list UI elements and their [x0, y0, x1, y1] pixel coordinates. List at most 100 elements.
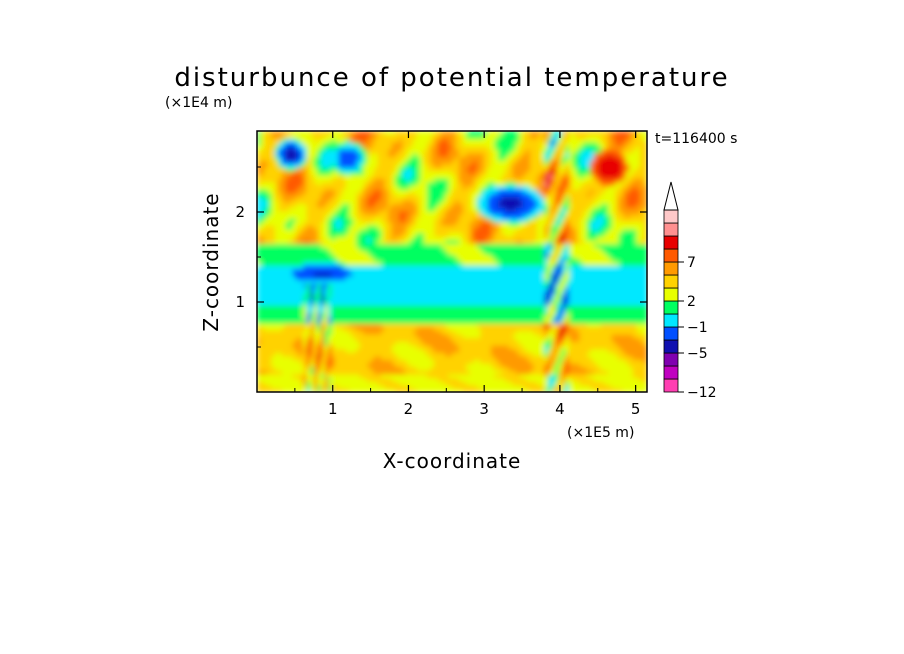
heatmap-cell: [565, 301, 570, 306]
heatmap-cell: [317, 261, 322, 266]
heatmap-cell: [437, 261, 442, 266]
heatmap-cell: [444, 283, 450, 288]
heatmap-cell: [579, 308, 584, 313]
heatmap-cell: [554, 366, 559, 371]
heatmap-cell: [459, 236, 464, 241]
heatmap-cell: [306, 236, 311, 241]
heatmap-cell: [544, 257, 549, 263]
heatmap-cell: [420, 337, 425, 342]
heatmap-cell: [338, 344, 343, 350]
heatmap-cell: [423, 359, 428, 364]
heatmap-cell: [519, 250, 524, 255]
heatmap-cell: [423, 283, 428, 288]
heatmap-cell: [480, 279, 485, 284]
heatmap-cell: [586, 250, 591, 255]
heatmap-cell: [413, 330, 418, 335]
heatmap-cell: [331, 257, 336, 263]
heatmap-cell: [491, 363, 496, 368]
heatmap-cell: [608, 283, 613, 288]
heatmap-cell: [409, 290, 414, 295]
heatmap-cell: [459, 377, 464, 382]
heatmap-cell: [473, 265, 478, 270]
heatmap-cell: [526, 261, 531, 266]
heatmap-cell: [377, 276, 382, 281]
heatmap-cell: [530, 239, 535, 244]
heatmap-cell: [501, 334, 506, 339]
heatmap-cell: [494, 243, 499, 248]
heatmap-cell: [565, 312, 570, 317]
heatmap-cell: [597, 348, 602, 353]
heatmap-cell: [363, 344, 368, 350]
heatmap-cell: [544, 247, 549, 252]
heatmap-cell: [622, 257, 627, 263]
heatmap-cell: [476, 366, 481, 371]
heatmap-cell: [444, 341, 450, 346]
heatmap-cell: [593, 384, 598, 389]
heatmap-cell: [469, 308, 474, 313]
heatmap-cell: [324, 363, 329, 368]
heatmap-cell: [629, 373, 634, 379]
heatmap-cell: [590, 330, 595, 335]
heatmap-cell: [533, 236, 538, 241]
heatmap-cell: [381, 344, 386, 350]
heatmap-cell: [483, 359, 489, 364]
heatmap-cell: [466, 352, 471, 357]
heatmap-cell: [320, 384, 325, 389]
heatmap-cell: [363, 337, 368, 342]
heatmap-cell: [579, 381, 584, 386]
heatmap-cell: [374, 344, 379, 350]
heatmap-cell: [437, 323, 442, 328]
heatmap-cell: [388, 250, 393, 255]
heatmap-cell: [430, 315, 435, 321]
heatmap-cell: [395, 236, 400, 241]
heatmap-cell: [416, 268, 421, 273]
heatmap-cell: [512, 319, 517, 324]
heatmap-cell: [303, 330, 308, 335]
heatmap-cell: [359, 286, 364, 292]
heatmap-cell: [366, 254, 372, 259]
heatmap-cell: [274, 232, 279, 237]
heatmap-cell: [554, 261, 559, 266]
heatmap-cell: [384, 352, 389, 357]
heatmap-cell: [427, 283, 432, 288]
heatmap-cell: [384, 257, 389, 263]
heatmap-cell: [576, 352, 581, 357]
heatmap-cell: [530, 261, 535, 266]
heatmap-cell: [395, 315, 400, 321]
heatmap-cell: [625, 363, 630, 368]
heatmap-cell: [416, 355, 421, 360]
heatmap-cell: [505, 334, 510, 339]
heatmap-cell: [583, 388, 588, 392]
heatmap-cell: [327, 363, 333, 368]
heatmap-cell: [345, 388, 350, 392]
heatmap-cell: [381, 319, 386, 324]
heatmap-cell: [551, 232, 556, 237]
heatmap-cell: [377, 247, 382, 252]
heatmap-cell: [342, 384, 347, 389]
heatmap-cell: [565, 326, 570, 331]
heatmap-cell: [583, 294, 588, 299]
heatmap-cell: [572, 330, 577, 335]
heatmap-cell: [629, 257, 634, 263]
heatmap-cell: [335, 308, 340, 313]
heatmap-cell: [505, 254, 510, 259]
heatmap-cell: [540, 228, 545, 234]
heatmap-cell: [345, 268, 350, 273]
heatmap-cell: [257, 286, 262, 292]
heatmap-cell: [487, 257, 492, 263]
heatmap-cell: [327, 359, 333, 364]
heatmap-cell: [342, 239, 347, 244]
heatmap-cell: [522, 341, 528, 346]
heatmap-cell: [430, 323, 435, 328]
heatmap-cell: [366, 294, 372, 299]
heatmap-cell: [303, 243, 308, 248]
heatmap-cell: [310, 294, 315, 299]
heatmap-cell: [437, 268, 442, 273]
heatmap-cell: [583, 363, 588, 368]
heatmap-cell: [359, 294, 364, 299]
heatmap-cell: [530, 366, 535, 371]
heatmap-cell: [604, 359, 609, 364]
heatmap-cell: [476, 341, 481, 346]
heatmap-cell: [331, 363, 336, 368]
heatmap-cell: [281, 377, 286, 382]
